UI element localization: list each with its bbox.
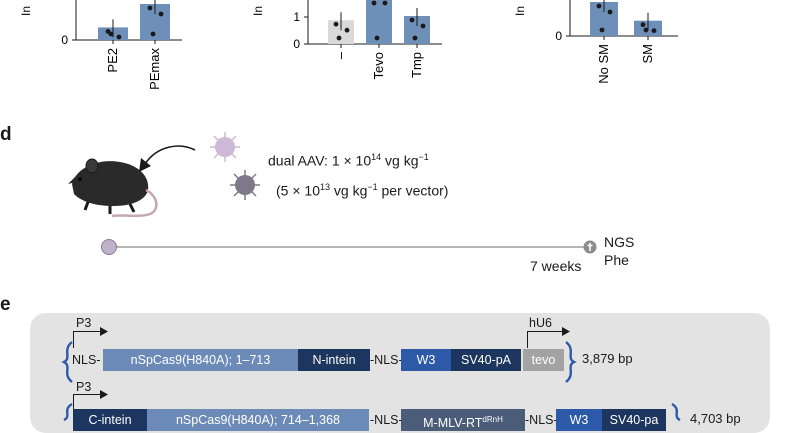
- row2-w3-segment: W3: [556, 409, 602, 431]
- timeline-line: [108, 246, 590, 248]
- chart-2-data-point: [596, 3, 602, 9]
- chart-2-x-tick-label: SM: [640, 44, 655, 64]
- dose-text: dual AAV: 1 × 1014 vg kg−1: [268, 152, 429, 169]
- row1-n-intein-segment: N-intein: [298, 349, 370, 371]
- chart-2-data-point: [651, 28, 657, 34]
- chart-0-data-point: [108, 31, 114, 37]
- chart-0-y-label: In: [19, 6, 33, 16]
- row2-sv40pa-segment: SV40-pa: [602, 409, 666, 431]
- panel-d-label: d: [0, 124, 12, 145]
- row1-promoter-label: P3: [76, 316, 92, 330]
- row2-itr-right-icon: [671, 402, 681, 422]
- chart-1-bar: [366, 0, 392, 44]
- row1-itr-left-icon: [61, 341, 73, 383]
- mouse-icon: [68, 158, 158, 218]
- chart-1-data-point: [412, 35, 418, 41]
- chart-0-data-point: [147, 5, 153, 11]
- aav-particle-dark-icon: [230, 170, 260, 200]
- row1-nls-1: NLS-: [72, 353, 101, 367]
- chart-2-y-label: In: [513, 6, 527, 16]
- timeline-duration: 7 weeks: [530, 258, 582, 274]
- chart-0-data-point: [150, 31, 156, 37]
- row2-promoter-label: P3: [76, 380, 92, 394]
- chart-1-data-point: [336, 35, 342, 41]
- row1-hu6-label: hU6: [529, 316, 552, 330]
- chart-2-data-point: [643, 27, 649, 33]
- row2-promoter-stem: [73, 394, 74, 411]
- chart-0-data-point: [116, 34, 122, 40]
- bar-charts-strip: In 0 PE2 PEmax In 0 1 – Tevo Tmp In 0 No SM SM: [19, 0, 678, 90]
- per-vector-text: (5 × 1013 vg kg−1 per vector): [276, 182, 449, 199]
- row1-promoter-arrow-line: [73, 331, 103, 332]
- chart-1-data-point: [344, 27, 350, 33]
- chart-1-y-tick-label: 1: [293, 10, 300, 24]
- row2-c-intein-segment: C-intein: [73, 409, 147, 431]
- chart-0-data-point: [158, 11, 164, 17]
- chart-1-data-point: [374, 35, 380, 41]
- chart-1-x-tick-label: Tevo: [371, 52, 386, 79]
- aav-particle-light-icon: [210, 132, 240, 162]
- arrow-icon: [139, 145, 196, 172]
- row2-itr-left-icon: [63, 402, 73, 422]
- chart-0-x-tick-label: PEmax: [147, 48, 162, 90]
- row1-nls-2: -NLS-: [370, 353, 403, 367]
- row2-mmlv-rt-segment: M-MLV-RTdRnH: [401, 409, 525, 431]
- chart-2-data-point: [599, 27, 605, 33]
- chart-0-x-tick-label: PE2: [105, 48, 120, 73]
- row2-promoter-arrow-line: [73, 394, 103, 395]
- row1-promoter-arrow-icon: [100, 327, 108, 336]
- phe-label: Phe: [604, 252, 629, 268]
- row1-hu6-stem: [527, 331, 528, 348]
- row1-cas9-n-segment: nSpCas9(H840A); 1–713: [103, 349, 298, 371]
- chart-2-data-point: [607, 9, 613, 15]
- row2-nls-1: -NLS-: [370, 413, 403, 427]
- chart-1-x-tick-label: –: [333, 51, 348, 59]
- chart-1-data-point: [409, 17, 415, 23]
- chart-1-data-point: [333, 21, 339, 27]
- row1-size: 3,879 bp: [582, 351, 633, 366]
- row2-promoter-arrow-icon: [100, 390, 108, 399]
- chart-1-data-point: [371, 0, 377, 6]
- row1-w3-segment: W3: [401, 349, 451, 371]
- panel-e-label: e: [0, 294, 11, 315]
- chart-1-bar: [328, 20, 354, 44]
- row1-hu6-arrow-icon: [562, 327, 570, 336]
- chart-1-y-tick-label: 0: [293, 37, 300, 51]
- chart-2-data-point: [640, 22, 646, 28]
- chart-1-y-label: In: [251, 6, 265, 16]
- chart-0-y-tick-label: 0: [61, 33, 68, 47]
- row2-cas9-c-segment: nSpCas9(H840A); 714–1,368: [147, 409, 369, 431]
- row1-sv40pa-segment: SV40-pA: [451, 349, 521, 371]
- row1-tevo-segment: tevo: [523, 349, 564, 371]
- chart-2-y-tick-label: 0: [555, 29, 562, 43]
- chart-1-data-point: [382, 0, 388, 6]
- row2-nls-2: -NLS-: [525, 413, 558, 427]
- row1-itr-right-icon: [565, 341, 577, 383]
- chart-1-data-point: [420, 23, 426, 29]
- ngs-label: NGS: [604, 234, 635, 250]
- cross-icon: [583, 240, 597, 254]
- chart-1-x-tick-label: Tmp: [409, 52, 424, 78]
- row1-promoter-stem: [73, 331, 74, 348]
- row1-hu6-arrow-line: [527, 331, 565, 332]
- chart-2-x-tick-label: No SM: [596, 44, 611, 84]
- timeline-start-dot: [101, 239, 117, 255]
